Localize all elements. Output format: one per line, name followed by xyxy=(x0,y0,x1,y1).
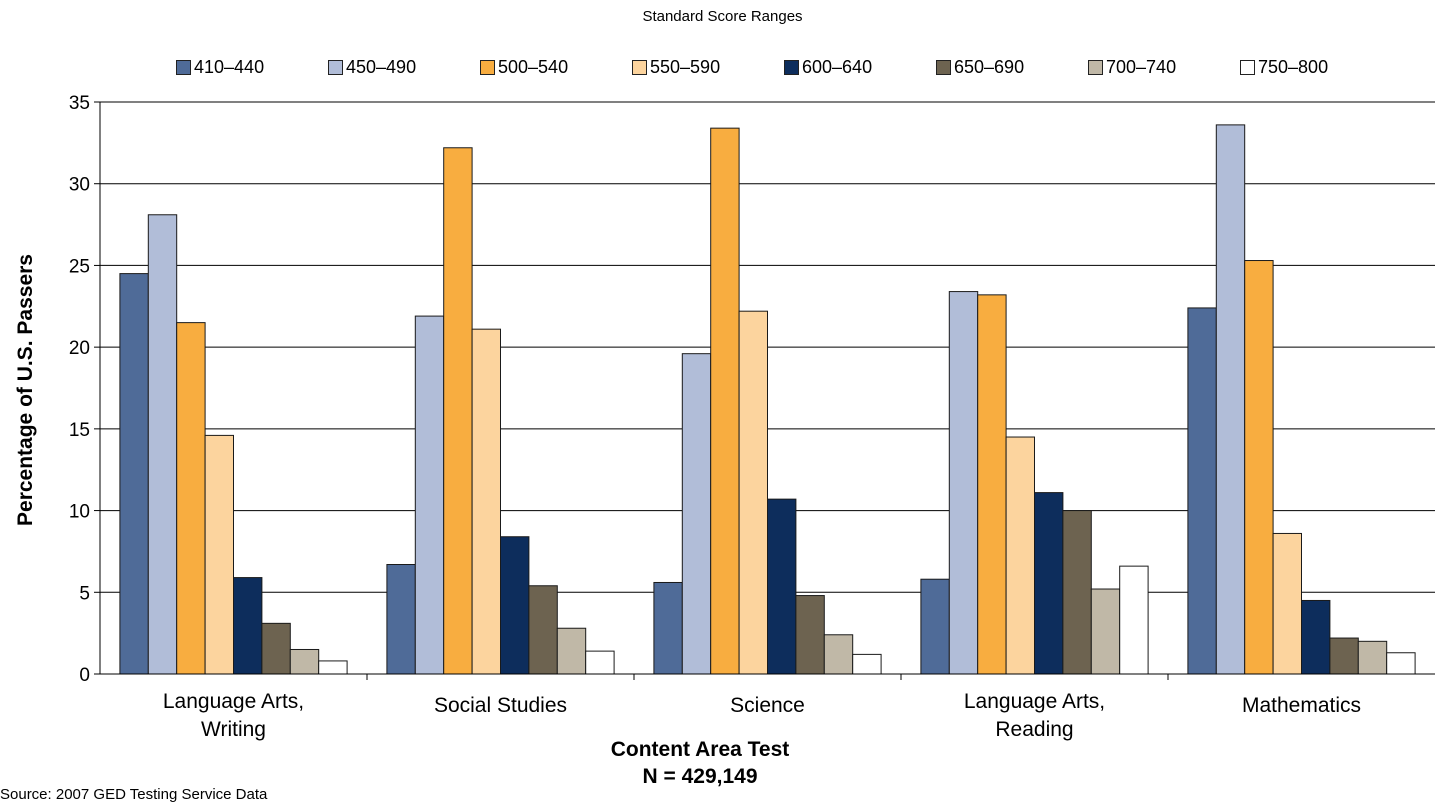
x-tick-label: Language Arts, xyxy=(163,690,304,713)
bar-500-540-cat-5 xyxy=(1244,260,1274,675)
legend-title: Standard Score Ranges xyxy=(642,8,803,25)
legend-label: 600–640 xyxy=(802,56,873,77)
bar-550-590-cat-2 xyxy=(471,328,502,675)
bar-600-640-cat-4 xyxy=(1034,492,1064,675)
x-tick-label: Social Studies xyxy=(434,694,567,717)
bar-600-640-cat-1 xyxy=(233,577,263,675)
bar-650-690-cat-2 xyxy=(528,585,558,675)
bar-550-590-cat-4 xyxy=(1005,436,1035,675)
legend-item: 410–440 xyxy=(176,55,328,79)
legend-label: 650–690 xyxy=(954,56,1025,77)
y-tick-label: 0 xyxy=(79,665,90,686)
bar-550-590-cat-1 xyxy=(204,434,235,675)
bar-410-440-cat-4 xyxy=(920,578,950,675)
bar-600-640-cat-5 xyxy=(1301,599,1331,675)
legend-label: 550–590 xyxy=(650,56,721,77)
y-tick-label: 35 xyxy=(69,93,90,114)
bar-500-540-cat-2 xyxy=(443,147,473,675)
axes xyxy=(94,101,1435,680)
bar-410-440-cat-5 xyxy=(1187,307,1217,675)
y-tick-labels: 0 5 10 15 20 25 30 35 xyxy=(69,93,90,686)
bar-500-540-cat-3 xyxy=(710,127,740,675)
x-tick-label: Language Arts, xyxy=(964,690,1105,713)
bar-550-590-cat-5 xyxy=(1272,532,1302,675)
source-note: Source: 2007 GED Testing Service Data xyxy=(0,786,268,803)
legend-label: 500–540 xyxy=(498,56,569,77)
y-tick-label: 10 xyxy=(69,502,90,523)
x-axis-label-line-2: N = 429,149 xyxy=(642,765,758,788)
bar-450-490-cat-2 xyxy=(414,315,445,675)
legend-swatch xyxy=(632,59,647,75)
legend-label: 700–740 xyxy=(1106,56,1177,77)
legend-item: 650–690 xyxy=(936,55,1088,79)
legend-item: 550–590 xyxy=(632,55,784,79)
bar-650-690-cat-4 xyxy=(1062,510,1092,675)
bar-550-590-cat-3 xyxy=(738,310,768,675)
bar-450-490-cat-1 xyxy=(147,214,178,675)
x-tick-label: Reading xyxy=(995,718,1073,741)
bar-410-440-cat-2 xyxy=(386,564,416,675)
bar-410-440-cat-1 xyxy=(119,273,149,675)
bar-750-800-cat-5 xyxy=(1386,652,1416,675)
bar-650-690-cat-3 xyxy=(795,595,825,675)
x-axis-label-line-1: Content Area Test xyxy=(610,738,790,761)
legend-item: 700–740 xyxy=(1088,55,1240,79)
legend-swatch xyxy=(1088,59,1103,75)
y-tick-label: 25 xyxy=(69,256,90,277)
bar-700-740-cat-1 xyxy=(289,648,320,675)
bar-650-690-cat-5 xyxy=(1329,637,1359,675)
bar-450-490-cat-4 xyxy=(948,291,979,675)
y-tick-label: 20 xyxy=(69,338,90,359)
x-tick-label: Mathematics xyxy=(1242,694,1361,717)
legend-label: 450–490 xyxy=(346,56,417,77)
bar-500-540-cat-1 xyxy=(176,322,206,675)
x-tick-label: Science xyxy=(730,694,805,717)
legend: 410–440 450–490 500–540 550–590 600–640 650–6… xyxy=(176,55,1392,79)
legend-swatch xyxy=(176,59,191,75)
y-tick-label: 5 xyxy=(79,583,90,604)
legend-swatch xyxy=(1240,59,1255,75)
bar-500-540-cat-4 xyxy=(977,294,1007,675)
legend-swatch xyxy=(784,59,799,75)
bar-700-740-cat-3 xyxy=(823,634,854,675)
bar-600-640-cat-2 xyxy=(500,536,530,675)
x-tick-labels: Language Arts, Writing Social Studies Scien… xyxy=(163,690,1361,741)
legend-swatch xyxy=(936,59,951,75)
bar-700-740-cat-5 xyxy=(1357,640,1388,675)
bar-750-800-cat-1 xyxy=(318,660,348,675)
x-axis-label: Content Area Test N = 429,149 xyxy=(550,736,850,790)
bar-410-440-cat-3 xyxy=(653,581,683,675)
bars xyxy=(119,124,1416,675)
y-tick-label: 15 xyxy=(69,420,90,441)
bar-650-690-cat-1 xyxy=(261,622,291,675)
y-axis-label: Percentage of U.S. Passers xyxy=(14,254,37,526)
legend-item: 450–490 xyxy=(328,55,480,79)
bar-450-490-cat-3 xyxy=(681,353,712,675)
legend-item: 750–800 xyxy=(1240,55,1392,79)
bar-700-740-cat-4 xyxy=(1090,588,1121,675)
bar-750-800-cat-3 xyxy=(852,653,882,675)
legend-swatch xyxy=(480,59,495,75)
y-tick-label: 30 xyxy=(69,175,90,196)
x-tick-label: Writing xyxy=(201,718,266,741)
bar-750-800-cat-4 xyxy=(1119,565,1149,675)
legend-label: 750–800 xyxy=(1258,56,1329,77)
bar-450-490-cat-5 xyxy=(1215,124,1246,675)
legend-label: 410–440 xyxy=(194,56,265,77)
bar-750-800-cat-2 xyxy=(585,650,615,675)
legend-item: 500–540 xyxy=(480,55,632,79)
legend-swatch xyxy=(328,59,343,75)
bar-700-740-cat-2 xyxy=(556,627,587,675)
bar-600-640-cat-3 xyxy=(767,498,797,675)
legend-item: 600–640 xyxy=(784,55,936,79)
